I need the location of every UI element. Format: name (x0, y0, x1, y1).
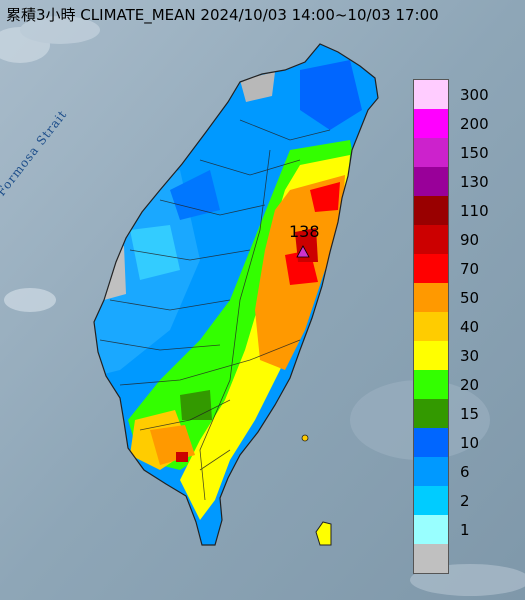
legend-swatch (414, 80, 448, 109)
legend-swatch (414, 428, 448, 457)
legend-swatch (414, 486, 448, 515)
legend-swatch (414, 254, 448, 283)
legend-swatch (414, 225, 448, 254)
legend-swatch (414, 341, 448, 370)
legend-label: 300 (460, 86, 489, 104)
legend-label: 30 (460, 347, 480, 365)
green-island (301, 434, 309, 442)
legend-label: 110 (460, 202, 489, 220)
legend-label: 15 (460, 405, 480, 423)
max-rainfall-marker-icon (296, 245, 310, 258)
legend-swatch (414, 138, 448, 167)
legend-label: 90 (460, 231, 480, 249)
legend-swatch (414, 457, 448, 486)
orchid-island (315, 521, 332, 546)
legend-label: 50 (460, 289, 480, 307)
legend-swatch (414, 399, 448, 428)
legend-label: 150 (460, 144, 489, 162)
legend-label: 200 (460, 115, 489, 133)
legend-label: 40 (460, 318, 480, 336)
color-legend (413, 79, 449, 574)
legend-label: 6 (460, 463, 470, 481)
max-rainfall-value: 138 (289, 222, 320, 241)
legend-label: 20 (460, 376, 480, 394)
legend-swatch (414, 196, 448, 225)
legend-label: 130 (460, 173, 489, 191)
legend-swatch (414, 515, 448, 544)
legend-swatch (414, 109, 448, 138)
legend-label: 1 (460, 521, 470, 539)
legend-swatch (414, 283, 448, 312)
island-outline (93, 43, 379, 546)
legend-label: 2 (460, 492, 470, 510)
legend-swatch (414, 167, 448, 196)
legend-label: 70 (460, 260, 480, 278)
legend-swatch (414, 544, 448, 573)
legend-swatch (414, 370, 448, 399)
map-title: 累積3小時 CLIMATE_MEAN 2024/10/03 14:00~10/0… (6, 6, 439, 24)
legend-swatch (414, 312, 448, 341)
legend-label: 10 (460, 434, 480, 452)
